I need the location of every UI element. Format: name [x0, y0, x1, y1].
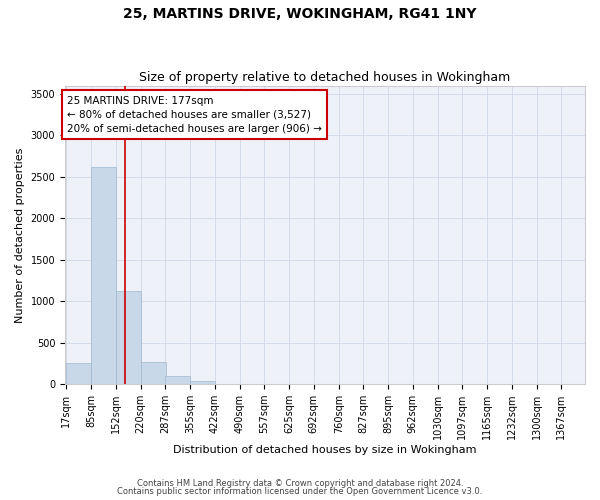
Title: Size of property relative to detached houses in Wokingham: Size of property relative to detached ho… — [139, 72, 511, 85]
Bar — [190, 381, 215, 384]
Text: 25, MARTINS DRIVE, WOKINGHAM, RG41 1NY: 25, MARTINS DRIVE, WOKINGHAM, RG41 1NY — [123, 8, 477, 22]
Bar — [66, 364, 91, 384]
Y-axis label: Number of detached properties: Number of detached properties — [15, 148, 25, 322]
Text: 25 MARTINS DRIVE: 177sqm
← 80% of detached houses are smaller (3,527)
20% of sem: 25 MARTINS DRIVE: 177sqm ← 80% of detach… — [67, 96, 322, 134]
X-axis label: Distribution of detached houses by size in Wokingham: Distribution of detached houses by size … — [173, 445, 477, 455]
Bar — [116, 290, 141, 384]
Bar — [141, 362, 166, 384]
Text: Contains public sector information licensed under the Open Government Licence v3: Contains public sector information licen… — [118, 487, 482, 496]
Text: Contains HM Land Registry data © Crown copyright and database right 2024.: Contains HM Land Registry data © Crown c… — [137, 478, 463, 488]
Bar — [165, 376, 190, 384]
Bar — [91, 167, 116, 384]
